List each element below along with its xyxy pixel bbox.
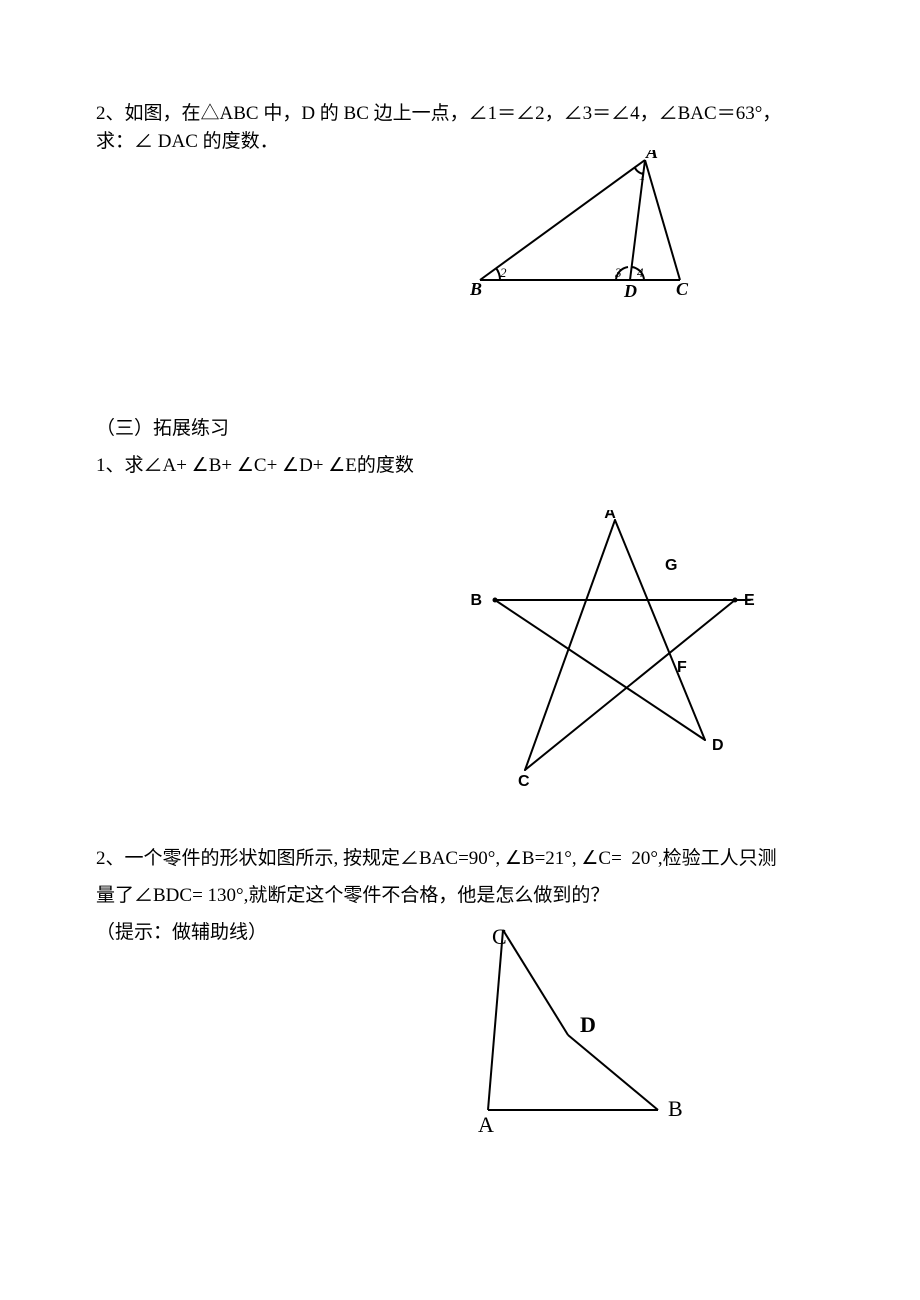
problem-3-2-hint: （提示：做辅助线） <box>96 919 267 948</box>
star-label-B: B <box>470 592 482 609</box>
problem-3-2-line1: 2、一个零件的形状如图所示, 按规定∠BAC=90°, ∠B=21°, ∠C= … <box>96 845 777 874</box>
label-D: D <box>623 281 637 300</box>
star-label-D: D <box>712 737 724 754</box>
page: 2、如图，在△ABC 中，D 的 BC 边上一点，∠1＝∠2，∠3＝∠4，∠BA… <box>0 0 920 1300</box>
figure-triangle-abc: A B D C 1 2 3 4 <box>470 150 700 300</box>
star-label-E: E <box>744 592 755 609</box>
angle-1: 1 <box>639 168 646 183</box>
part-label-B: B <box>668 1096 683 1121</box>
figure-part: A B C D <box>478 920 708 1140</box>
problem-2a-line1: 2、如图，在△ABC 中，D 的 BC 边上一点，∠1＝∠2，∠3＝∠4，∠BA… <box>96 100 781 129</box>
section-3-title: （三）拓展练习 <box>96 415 229 444</box>
label-B: B <box>470 279 482 299</box>
star-label-A: A <box>604 510 616 522</box>
angle-2: 2 <box>500 265 507 280</box>
angle-3: 3 <box>614 265 622 280</box>
label-C: C <box>676 279 689 299</box>
star-label-F: F <box>677 659 687 676</box>
part-label-A: A <box>478 1112 494 1137</box>
part-label-D: D <box>580 1012 596 1037</box>
label-A: A <box>645 150 658 162</box>
problem-2a-line2: 求：∠ DAC 的度数． <box>96 128 279 157</box>
angle-4: 4 <box>637 265 644 280</box>
star-label-C: C <box>518 773 530 790</box>
star-label-G: G <box>665 557 677 574</box>
problem-3-1-text: 1、求∠A+ ∠B+ ∠C+ ∠D+ ∠E的度数 <box>96 452 414 481</box>
problem-3-2-line2: 量了∠BDC= 130°,就断定这个零件不合格，他是怎么做到的？ <box>96 882 609 911</box>
figure-star: A B E C D G F <box>460 510 770 790</box>
part-label-C: C <box>492 924 507 949</box>
